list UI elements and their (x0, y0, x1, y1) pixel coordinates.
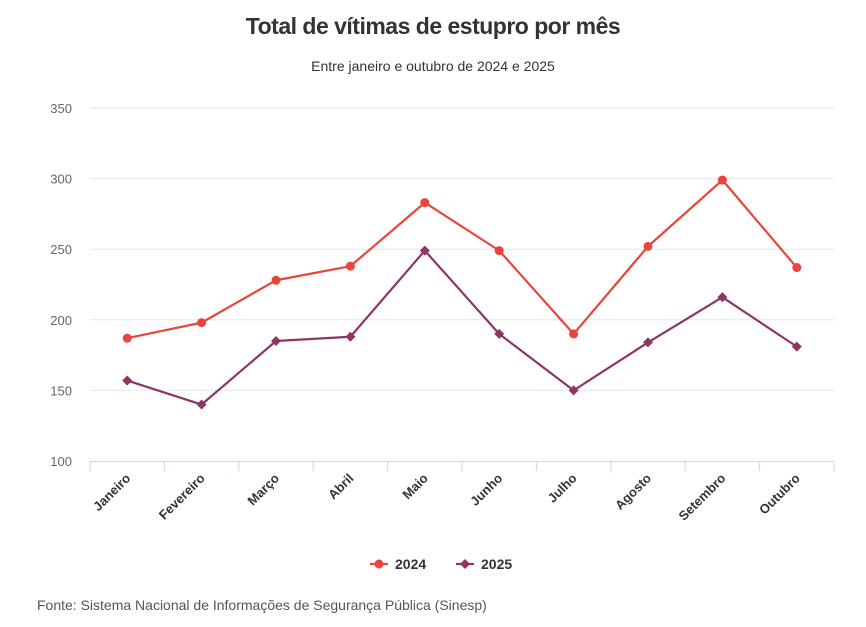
series-line (126, 178, 798, 340)
y-tick-label: 100 (50, 454, 72, 469)
series-line (126, 249, 798, 406)
data-point (271, 275, 281, 285)
data-point (569, 329, 579, 339)
data-point (717, 292, 728, 303)
legend-label: 2024 (395, 556, 426, 572)
y-tick-label: 300 (50, 172, 72, 187)
x-tick-label: Julho (545, 470, 580, 505)
y-axis-ticks: 100 150 200 250 300 350 (50, 101, 72, 469)
x-tick-label: Abril (325, 471, 357, 503)
data-point (791, 341, 802, 352)
data-point (122, 375, 133, 386)
x-tick-label: Agosto (612, 470, 654, 512)
source-note: Fonte: Sistema Nacional de Informações d… (37, 597, 487, 613)
data-point (643, 337, 653, 348)
x-axis: Janeiro Fevereiro Março Abril Maio Junho Julho… (89, 461, 835, 524)
legend-item-2025: 2025 (456, 556, 512, 572)
series-group (122, 175, 802, 410)
x-tick-label: Maio (399, 470, 431, 502)
chart-subtitle: Entre janeiro e outubro de 2024 e 2025 (311, 58, 555, 74)
data-point (122, 333, 132, 343)
data-point (197, 318, 207, 328)
y-tick-label: 150 (50, 383, 72, 398)
data-point (494, 246, 504, 256)
data-point (717, 175, 727, 185)
x-tick-label: Janeiro (90, 470, 133, 513)
data-point (643, 241, 653, 251)
x-tick-label: Setembro (676, 470, 729, 523)
legend: 2024 2025 (370, 556, 512, 572)
x-tick-label: Outubro (756, 470, 803, 517)
legend-label: 2025 (481, 556, 512, 572)
series-2025 (122, 245, 802, 410)
x-tick-label: Março (244, 470, 282, 508)
x-tick-label: Junho (467, 470, 505, 508)
x-tick-label: Fevereiro (156, 470, 208, 522)
y-tick-label: 250 (50, 242, 72, 257)
gridlines (90, 107, 834, 391)
chart-title: Total de vítimas de estupro por mês (245, 13, 621, 39)
y-tick-label: 350 (50, 101, 72, 116)
legend-circle-icon (374, 559, 384, 569)
series-2024 (122, 175, 802, 343)
y-tick-label: 200 (50, 313, 72, 328)
data-point (271, 335, 281, 346)
data-point (345, 261, 355, 271)
data-point (419, 245, 430, 256)
data-point (420, 198, 430, 208)
data-point (792, 263, 802, 273)
legend-item-2024: 2024 (370, 556, 426, 572)
data-point (345, 331, 356, 342)
data-point (196, 399, 207, 410)
data-point (494, 328, 505, 339)
legend-diamond-icon (460, 559, 470, 569)
data-point (568, 385, 579, 396)
